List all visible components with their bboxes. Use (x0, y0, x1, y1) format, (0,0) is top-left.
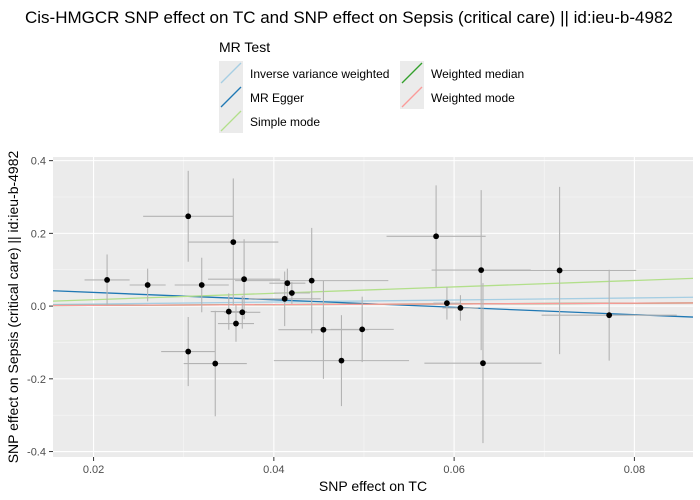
data-point (478, 267, 485, 273)
data-point (185, 213, 192, 220)
y-tick-label: -0.2 (27, 374, 46, 386)
data-point (144, 282, 151, 288)
mr-regression-lines (53, 277, 693, 318)
data-point (359, 326, 366, 333)
chart-title: Cis-HMGCR SNP effect on TC and SNP effec… (25, 8, 673, 27)
legend-label-mr-egger: MR Egger (250, 91, 304, 105)
data-point (241, 276, 247, 283)
legend-label-weighted-mode: Weighted mode (431, 91, 515, 105)
legend-label-simple-mode: Simple mode (250, 115, 320, 129)
x-tick-label: 0.06 (443, 464, 464, 476)
data-point (284, 280, 291, 287)
line-simple-mode (53, 277, 693, 302)
x-tick-label: 0.04 (263, 464, 284, 476)
legend-swatch-simple-mode (220, 110, 242, 132)
y-axis-title: SNP effect on Sepsis (critical care) || … (5, 151, 21, 464)
data-point (338, 357, 345, 364)
data-points (104, 213, 613, 367)
data-point (233, 320, 239, 327)
y-tick-label: 0.0 (31, 301, 46, 313)
data-point (606, 312, 613, 319)
legend: MR Test Inverse variance weighted MR Egge… (219, 39, 524, 133)
data-point (320, 326, 327, 333)
data-point (288, 290, 295, 296)
legend-label-weighted-median: Weighted median (431, 67, 524, 81)
data-point (457, 305, 464, 311)
legend-swatch-mr-egger (220, 86, 242, 108)
y-tick-label: 0.4 (31, 156, 46, 168)
line-weighted-mode (53, 302, 693, 307)
data-point (239, 309, 246, 316)
plot-panel (53, 157, 693, 457)
data-point (281, 295, 288, 302)
data-point (185, 348, 192, 355)
legend-swatch-weighted-mode (401, 86, 423, 108)
y-tick-label: 0.2 (31, 228, 46, 240)
legend-title: MR Test (219, 39, 270, 55)
data-point (230, 239, 237, 245)
x-tick-label: 0.08 (624, 464, 645, 476)
line-inverse-variance-weighted (53, 296, 693, 306)
data-point (104, 277, 110, 283)
data-point (433, 233, 439, 240)
y-tick-label: -0.4 (27, 447, 46, 459)
grid-lines (53, 157, 693, 457)
x-tick-label: 0.02 (83, 464, 104, 476)
data-point (480, 360, 486, 367)
legend-swatch-weighted-median (401, 62, 423, 84)
data-point (444, 300, 450, 307)
legend-label-inverse-variance-weighted: Inverse variance weighted (250, 67, 389, 81)
axis-ticks: 0.02 0.04 0.06 0.08 -0.4 -0.2 0.0 0.2 0.4 (27, 156, 645, 476)
data-point (308, 277, 315, 284)
data-point (556, 267, 563, 274)
data-point (225, 308, 232, 315)
legend-swatch-inverse-variance-weighted (220, 62, 242, 84)
data-point (212, 360, 219, 367)
x-axis-title: SNP effect on TC (319, 478, 427, 494)
data-point (198, 282, 205, 288)
